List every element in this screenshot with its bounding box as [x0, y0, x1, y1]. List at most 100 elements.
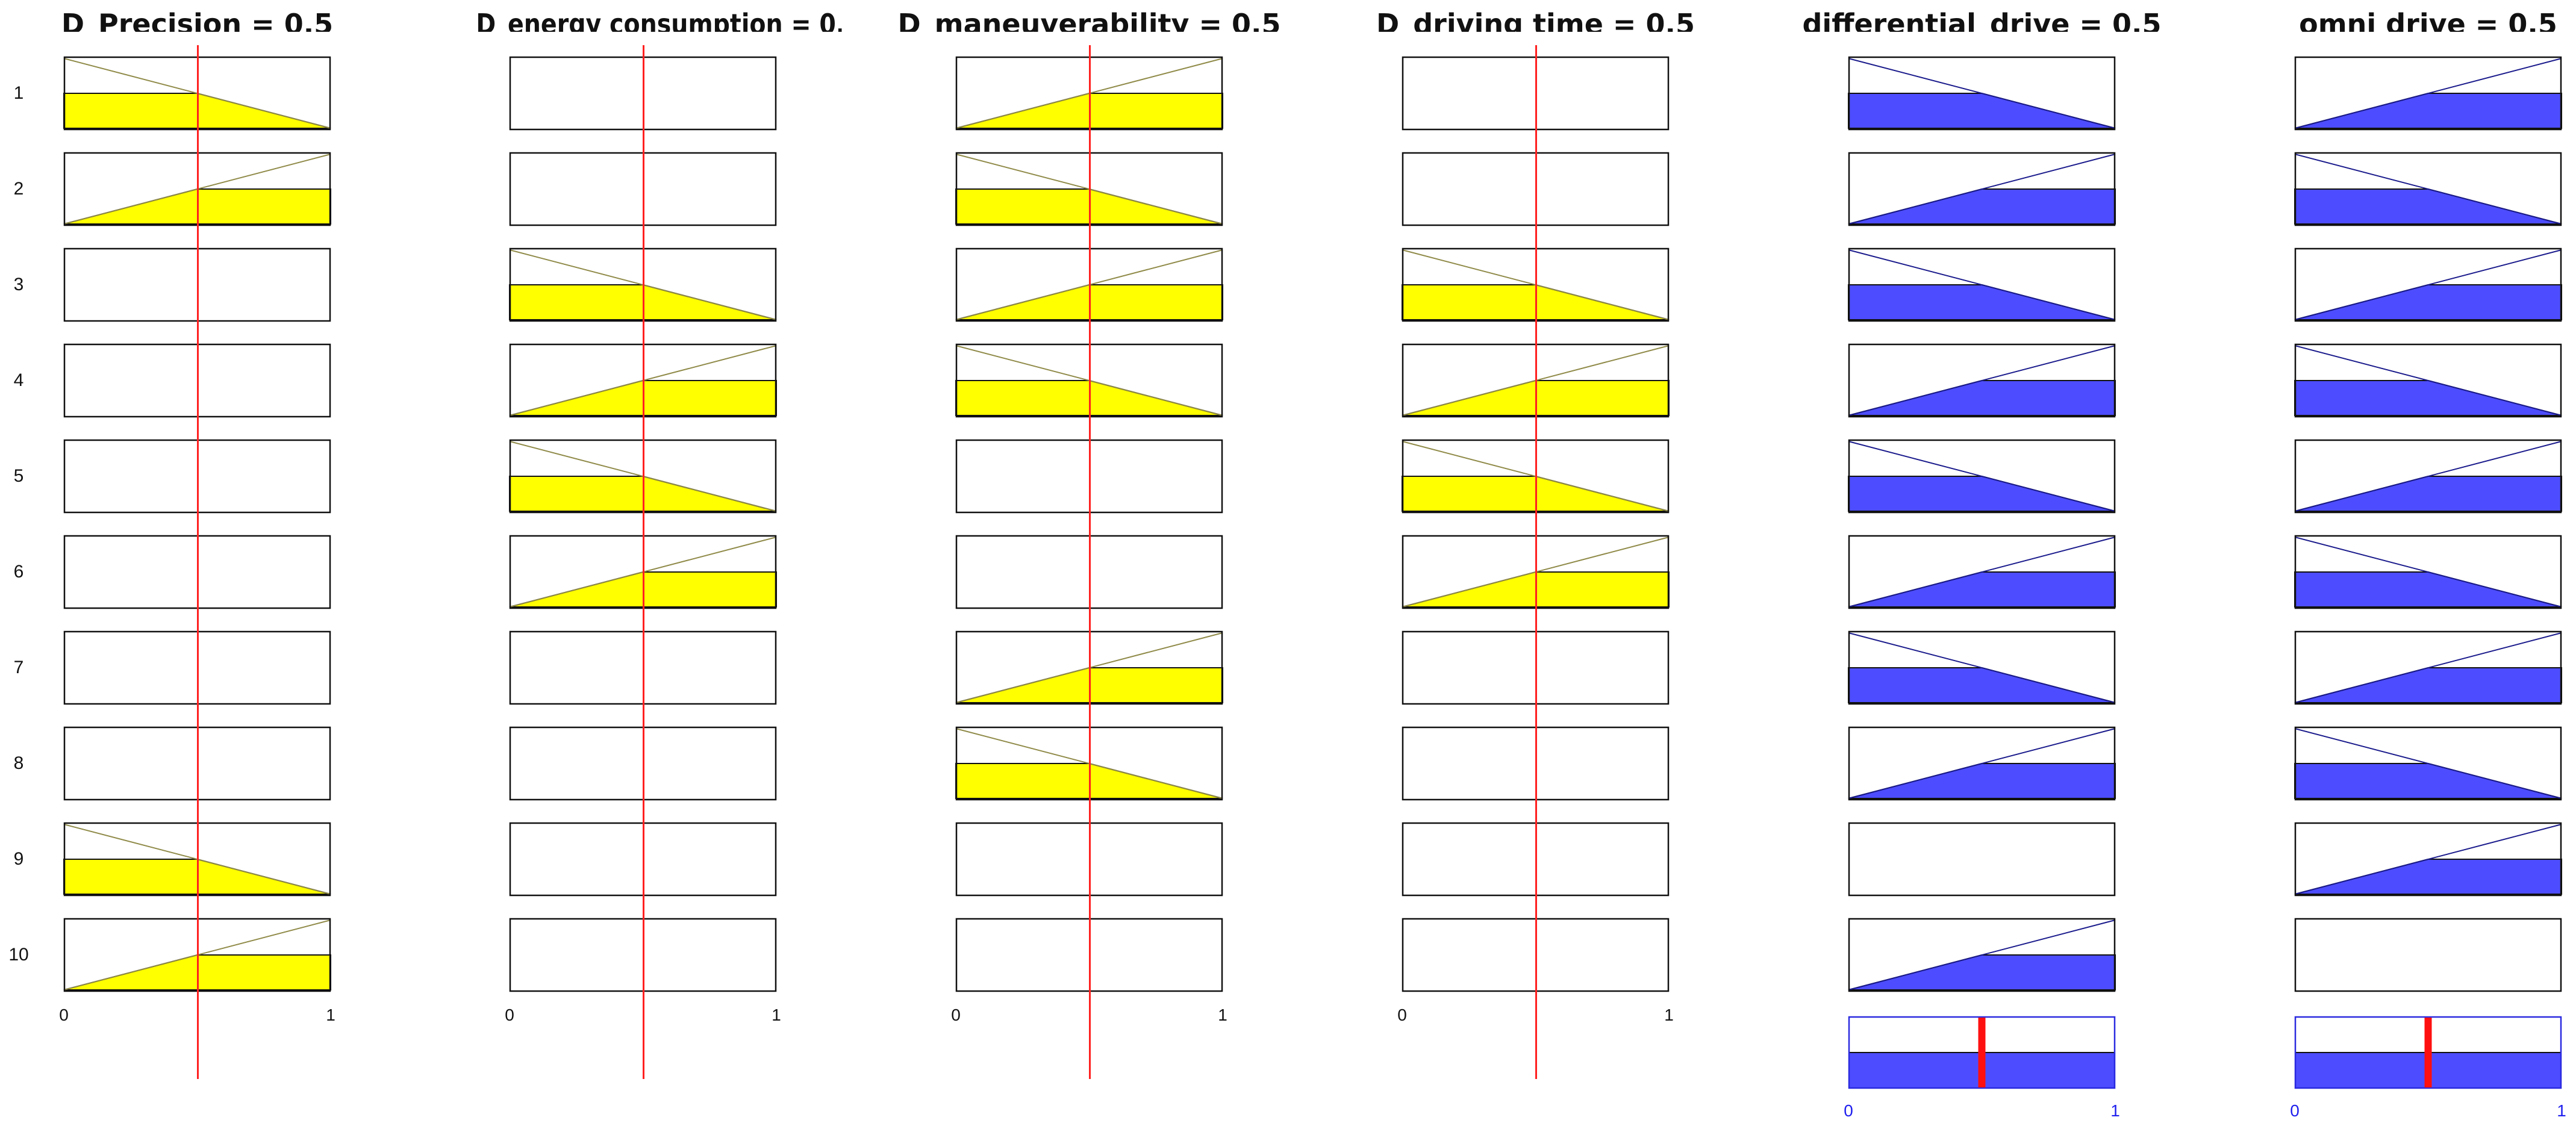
- panel-frame: [2294, 152, 2562, 226]
- rule-1-differential-panel: [1848, 56, 2116, 131]
- activated-area: [2294, 571, 2562, 608]
- maneuverability-input-value-line[interactable]: [1088, 45, 1091, 1079]
- rule-8-omni-panel: [2294, 726, 2562, 801]
- axis-tick-energy-min: 0: [505, 1006, 514, 1024]
- panel-frame: [1848, 56, 2116, 131]
- rule-2-differential-panel: [1848, 152, 2116, 226]
- axis-tick-energy-max: 1: [772, 1006, 781, 1024]
- panel-frame: [2294, 439, 2562, 514]
- axis-tick-differential-min: 0: [1844, 1101, 1853, 1120]
- activated-area: [1848, 188, 2116, 225]
- membership-function-line: [1848, 345, 2116, 416]
- activated-area: [1848, 476, 2116, 512]
- panel-frame: [2294, 247, 2562, 322]
- membership-function-line: [2294, 728, 2562, 799]
- panel-frame: [1848, 630, 2116, 705]
- membership-plot: [1848, 343, 2116, 418]
- energy-input-value-line[interactable]: [642, 45, 644, 1079]
- rule-number: 5: [13, 466, 24, 486]
- activated-area: [1848, 571, 2116, 608]
- rule-number: 10: [8, 945, 29, 965]
- aggregate-plot: [2294, 1016, 2562, 1089]
- panel-frame: [2294, 726, 2562, 801]
- activated-area: [1848, 954, 2116, 990]
- column-title-precision: D_Precision = 0.5: [61, 8, 334, 40]
- membership-plot: [1848, 56, 2116, 131]
- rule-10-omni-panel: [2294, 918, 2562, 992]
- driving_time-input-value-line[interactable]: [1535, 45, 1537, 1079]
- rule-8-differential-panel: [1848, 726, 2116, 801]
- membership-function-line: [1848, 919, 2116, 990]
- membership-plot: [1848, 535, 2116, 609]
- rule-2-omni-panel: [2294, 152, 2562, 226]
- rule-number: 8: [13, 753, 24, 773]
- axis-tick-precision-min: 0: [59, 1006, 69, 1024]
- membership-plot: [1848, 822, 2116, 897]
- aggregate-frame: [1848, 1016, 2116, 1089]
- membership-function-line: [1848, 632, 2116, 703]
- column-title-differential-drive: differential_drive = 0.5: [1802, 8, 2162, 40]
- rule-number: 9: [13, 849, 24, 869]
- membership-plot: [2294, 152, 2562, 226]
- aggregate-plot: [1848, 1016, 2116, 1089]
- membership-plot: [1848, 152, 2116, 226]
- rule-7-omni-panel: [2294, 630, 2562, 705]
- activated-area: [2294, 859, 2562, 895]
- rule-number: 3: [13, 275, 24, 294]
- panel-frame: [2294, 343, 2562, 418]
- axis-tick-driving-time-max: 1: [1664, 1006, 1674, 1024]
- membership-plot: [1848, 918, 2116, 992]
- panel-frame: [1848, 822, 2116, 897]
- panel-frame: [1848, 535, 2116, 609]
- column-title-driving-time: D_driving time = 0.5: [1376, 8, 1695, 40]
- membership-plot: [1848, 247, 2116, 322]
- activated-area: [2294, 476, 2562, 512]
- membership-plot: [2294, 822, 2562, 897]
- panel-frame: [2294, 630, 2562, 705]
- rule-4-differential-panel: [1848, 343, 2116, 418]
- column-title-omni-drive: omni drive = 0.5: [2299, 8, 2557, 40]
- defuzzified-value-marker: [2424, 1018, 2432, 1087]
- panel-frame: [1848, 726, 2116, 801]
- axis-tick-omni-min: 0: [2290, 1101, 2300, 1120]
- rule-number: 4: [13, 370, 24, 390]
- panel-frame: [1848, 439, 2116, 514]
- membership-function-line: [1848, 58, 2116, 129]
- panel-frame: [2294, 535, 2562, 609]
- membership-plot: [2294, 439, 2562, 514]
- rule-7-differential-panel: [1848, 630, 2116, 705]
- membership-plot: [1848, 726, 2116, 801]
- differential-aggregate-panel: [1848, 1016, 2116, 1089]
- panel-frame: [2294, 56, 2562, 131]
- activated-area: [2294, 93, 2562, 129]
- membership-plot: [2294, 630, 2562, 705]
- axis-tick-maneuverability-min: 0: [951, 1006, 961, 1024]
- membership-plot: [2294, 343, 2562, 418]
- rule-number: 7: [13, 658, 24, 677]
- rule-4-omni-panel: [2294, 343, 2562, 418]
- rule-number: 6: [13, 562, 24, 582]
- axis-tick-differential-max: 1: [2110, 1101, 2120, 1120]
- membership-plot: [1848, 439, 2116, 514]
- membership-function-line: [2294, 345, 2562, 416]
- activated-area: [2294, 284, 2562, 320]
- column-title-maneuverability: D_maneuverability = 0.5: [897, 8, 1281, 40]
- membership-function-line: [1848, 441, 2116, 512]
- axis-tick-maneuverability-max: 1: [1218, 1006, 1227, 1024]
- axis-tick-omni-max: 1: [2557, 1101, 2566, 1120]
- rule-10-differential-panel: [1848, 918, 2116, 992]
- axis-tick-driving-time-min: 0: [1397, 1006, 1407, 1024]
- defuzzified-value-marker: [1978, 1018, 1986, 1087]
- precision-input-value-line[interactable]: [196, 45, 199, 1079]
- activated-area: [2294, 763, 2562, 799]
- membership-function-line: [1848, 249, 2116, 320]
- membership-function-line: [1848, 536, 2116, 608]
- omni-aggregate-panel: [2294, 1016, 2562, 1089]
- activated-area: [1848, 284, 2116, 320]
- membership-function-line: [1848, 728, 2116, 799]
- rule-3-differential-panel: [1848, 247, 2116, 322]
- panel-frame: [1848, 343, 2116, 418]
- membership-function-line: [2294, 632, 2562, 703]
- activated-area: [2294, 188, 2562, 225]
- activated-area: [1848, 763, 2116, 799]
